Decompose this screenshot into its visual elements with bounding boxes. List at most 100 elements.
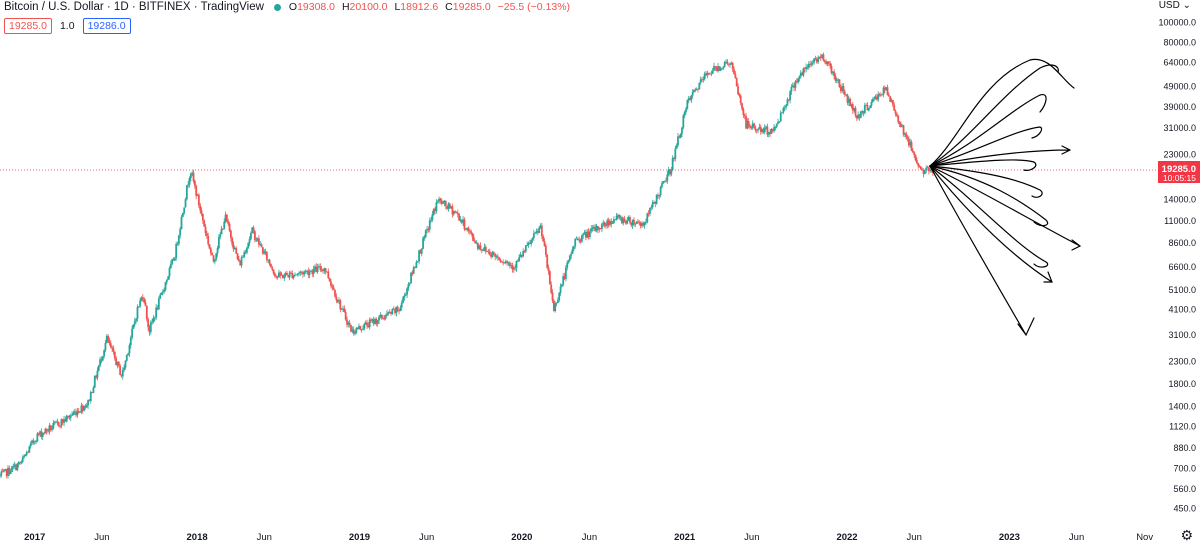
- candle-body: [651, 202, 654, 208]
- candle-body: [625, 220, 627, 224]
- candle-body: [911, 150, 914, 153]
- candle-body: [205, 233, 208, 237]
- candle-body: [522, 251, 525, 257]
- candle-body: [520, 254, 523, 257]
- candle-body: [191, 172, 194, 174]
- candle-body: [766, 126, 769, 135]
- candle-body: [366, 322, 368, 326]
- candle-body: [236, 253, 239, 260]
- candle-body: [169, 263, 172, 269]
- buy-button[interactable]: 19286.0: [82, 18, 131, 34]
- candle-body: [811, 62, 814, 64]
- price-chart[interactable]: [0, 0, 1158, 523]
- candle-body: [699, 79, 702, 83]
- candle-body: [765, 126, 767, 128]
- candle-body: [436, 201, 439, 203]
- candle-body: [468, 230, 471, 232]
- price-tick-label: 49000.0: [1163, 82, 1196, 92]
- settings-gear-icon[interactable]: ⚙: [1180, 527, 1193, 543]
- candle-body: [902, 125, 905, 135]
- price-axis[interactable]: 450.0 560.0 700.0 880.0 1120.0 1400.0 1800.0 23…: [1158, 0, 1200, 546]
- candle-body: [894, 110, 897, 114]
- price-tick-label: 5100.0: [1168, 285, 1196, 295]
- candle-body: [290, 272, 292, 274]
- candle-body: [739, 95, 742, 104]
- candle-body: [304, 270, 307, 272]
- candle-body: [821, 54, 824, 59]
- high-label: H: [341, 1, 350, 13]
- candle-body: [3, 469, 5, 472]
- candle-body: [201, 213, 204, 221]
- time-axis[interactable]: 2017 Jun 2018 Jun 2019 Jun 2020 Jun 2021 Jun 2022 J…: [0, 523, 1158, 546]
- candle-body: [584, 232, 587, 238]
- quantity-input[interactable]: 1.0: [59, 20, 75, 32]
- candle-body: [693, 89, 695, 92]
- candle-body: [722, 66, 725, 69]
- candle-body: [854, 107, 857, 116]
- candle-body: [20, 461, 23, 464]
- candle-body: [1, 471, 4, 473]
- candle-body: [36, 433, 39, 442]
- candle-body: [650, 207, 653, 209]
- candle-body: [414, 267, 416, 268]
- candle-body: [759, 126, 762, 132]
- candle-body: [551, 292, 554, 301]
- candle-body: [379, 314, 382, 317]
- candle-body: [758, 126, 761, 129]
- candle-body: [518, 257, 521, 262]
- candle-body: [639, 222, 642, 226]
- candle-body: [330, 281, 332, 286]
- candle-body: [121, 369, 124, 377]
- candle-body: [95, 376, 97, 378]
- candle-body: [496, 256, 499, 258]
- candle-body: [319, 266, 322, 270]
- symbol-title[interactable]: Bitcoin / U.S. Dollar · 1D · BITFINEX · …: [4, 1, 264, 13]
- candle-body: [120, 374, 123, 377]
- candle-body: [354, 332, 356, 334]
- candle-body: [887, 94, 890, 97]
- candle-body: [288, 272, 291, 278]
- candle-body: [482, 250, 485, 251]
- candle-body: [291, 272, 294, 278]
- price-tick-label: 80000.0: [1163, 38, 1196, 48]
- candle-body: [866, 105, 869, 111]
- candle-body: [213, 259, 216, 262]
- live-status-icon: [273, 3, 281, 11]
- candle-body: [420, 248, 423, 254]
- candle-body: [583, 232, 586, 234]
- candle-body: [217, 236, 220, 249]
- candle-body: [259, 244, 262, 246]
- candle-body: [21, 457, 24, 462]
- candle-body: [642, 223, 645, 226]
- candle-body: [59, 425, 61, 427]
- candle-body: [495, 256, 498, 258]
- candle-body: [193, 180, 196, 186]
- candle-body: [157, 298, 160, 310]
- currency-dropdown[interactable]: USD ⌄: [1159, 0, 1191, 11]
- candle-body: [506, 261, 509, 263]
- candle-body: [464, 229, 467, 230]
- candle-body: [706, 72, 709, 76]
- candle-body: [893, 104, 896, 111]
- candle-body: [515, 260, 518, 269]
- candle-body: [623, 218, 626, 221]
- trade-panel: 19285.0 1.0 19286.0: [4, 18, 131, 34]
- candle-body: [103, 350, 105, 357]
- chart-plot-area[interactable]: [0, 0, 1158, 523]
- candle-body: [24, 454, 27, 457]
- candle-body: [47, 430, 49, 432]
- drawing-curve: [929, 93, 1047, 167]
- candle-body: [915, 160, 918, 164]
- candle-body: [711, 70, 714, 74]
- candle-body: [460, 219, 463, 223]
- candle-body: [855, 115, 858, 119]
- candle-body: [609, 221, 611, 226]
- candle-body: [865, 105, 868, 106]
- candle-body: [29, 443, 32, 447]
- candle-body: [735, 78, 738, 87]
- candle-body: [690, 95, 693, 101]
- sell-button[interactable]: 19285.0: [4, 18, 52, 34]
- currency-dropdown-icon: ⌄: [1179, 0, 1191, 11]
- candle-body: [239, 260, 242, 266]
- candle-body: [87, 399, 89, 406]
